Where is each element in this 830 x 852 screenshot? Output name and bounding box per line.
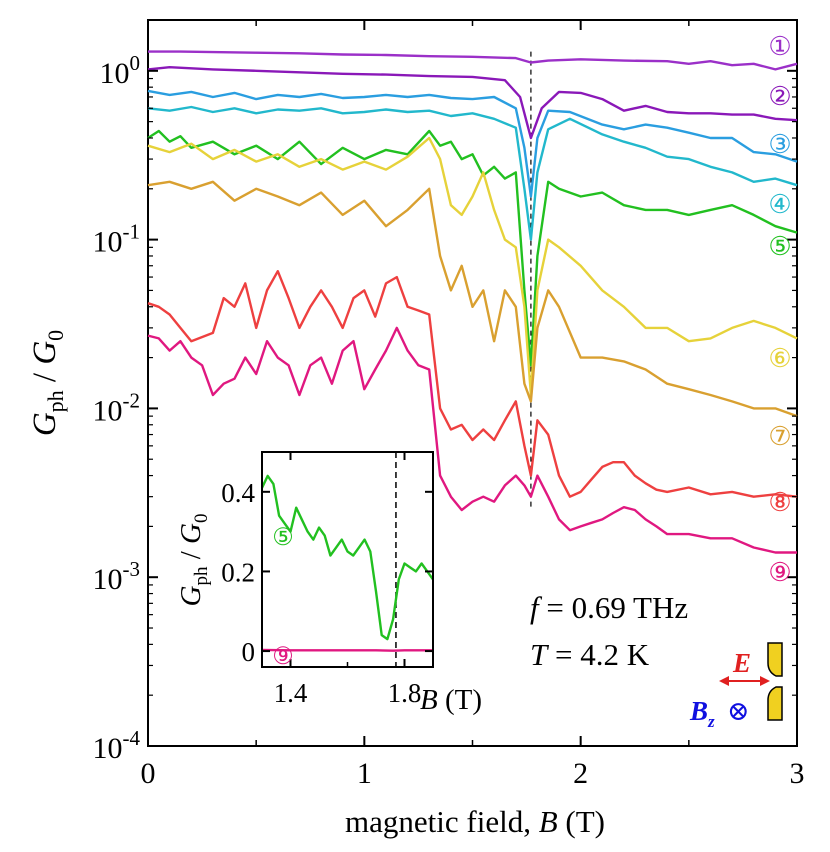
y-axis-title-main-sub: ph [43,390,68,412]
series-line-1 [148,50,798,71]
series-line-9 [147,326,797,554]
series-label-1: ① [768,32,791,61]
x-tick-label: 2 [573,757,588,790]
series-line-7 [147,180,798,418]
inset-y-axis-title-main-sub: ph [191,566,212,586]
series-line-4 [147,105,798,241]
magnetic-field-var: B [689,696,708,726]
inset-y-axis-title-sep: / [175,544,207,567]
y-axis-title-main: G [27,412,63,436]
series-label-9: ⑨ [768,558,791,587]
series-label-8: ⑧ [768,488,791,517]
into-page-symbol-icon: ⊗ [727,696,750,726]
inset-y-tick-label: 0.4 [221,478,255,508]
inset-y-tick-label: 0.2 [221,557,255,587]
x-axis-title: magnetic field, B (T) [345,804,605,839]
series-line-2 [147,65,798,140]
frequency-annotation: f = 0.69 THz [530,590,688,625]
inset-series-label-1: ⑤ [272,525,294,551]
bottom-contact-icon [767,686,783,721]
x-tick-label: 3 [790,757,805,790]
y-axis-title-denom-sub: 0 [43,330,68,341]
main-series-group [147,50,798,554]
inset-x-tick-label: 1.4 [274,678,308,708]
series-label-6: ⑥ [768,344,791,373]
temperature-value: = 4.2 K [547,637,649,672]
series-line-6 [147,136,798,397]
y-tick-label: 10-1 [93,220,141,259]
inset-x-tick-label: 1.8 [388,678,422,708]
electric-field-arrowhead-right [760,676,770,686]
inset-series-line-1 [260,474,434,641]
inset-plot: 1.4 1.800.20.4 ⑤⑨ B (T) Gph / G0 [175,451,482,716]
series-label-4: ④ [768,190,791,219]
series-label-3: ③ [768,130,791,159]
series-label-5: ⑤ [768,232,791,261]
magnetic-field-label: Bz [689,696,715,731]
inset-background [262,452,433,667]
magnetic-field-sub: z [707,712,715,731]
inset-series-label-2: ⑨ [272,644,294,670]
main-ticks-group: 0 1 2 3 10-4 10-3 10-2 10-1 100 [93,19,805,790]
frequency-value: = 0.69 THz [539,590,689,625]
y-tick-label: 100 [100,51,141,90]
inset-x-axis-title: B (T) [420,684,482,716]
main-series-labels: ① ② ③ ④ ⑤ ⑥ ⑦ ⑧ ⑨ [768,32,791,587]
inset-y-axis-title: Gph / G0 [175,514,212,607]
inset-y-axis-title-denom-sub: 0 [191,514,212,524]
temperature-annotation: T = 4.2 K [530,637,650,672]
temperature-var: T [530,637,550,672]
y-tick-label: 10-3 [93,557,141,596]
series-label-2: ② [768,82,791,111]
x-axis-title-var: B [539,804,558,839]
inset-series-labels: ⑤⑨ [272,525,294,670]
x-tick-label: 0 [141,757,156,790]
electric-field-arrowhead-left [719,676,729,686]
inset-y-tick-label: 0 [242,637,256,667]
top-contact-icon [767,642,783,677]
inset-series-group [260,474,434,652]
inset-y-axis-title-denom: G [175,523,207,544]
inset-y-axis-title-main: G [175,585,207,606]
inset-ticks-group: 1.4 1.8 0 0.2 0.4 [221,452,433,708]
x-axis-title-prefix: magnetic field, [345,804,539,839]
y-axis-title: Gph / G0 [27,330,68,436]
series-line-5 [147,129,798,367]
x-axis-title-unit: (T) [558,804,605,839]
electric-field-label: E [732,648,751,678]
series-line-3 [147,89,798,198]
inset-x-axis-title-unit: (T) [438,684,482,716]
y-axis-title-denom: G [27,341,63,365]
inset-x-axis-title-var: B [420,684,438,716]
main-plot: 0 1 2 3 10-4 10-3 10-2 10-1 100 ① ② ③ ④ ⑤ ⑥ ⑦ ⑧ ⑨ [93,19,805,790]
x-tick-label: 1 [357,757,372,790]
y-tick-label: 10-2 [93,388,141,427]
series-label-7: ⑦ [768,422,791,451]
y-axis-title-sep: / [27,365,63,391]
device-schematic: E Bz ⊗ [689,642,783,731]
y-tick-label: 10-4 [93,726,141,765]
inset-series-line-2 [261,648,433,652]
series-line-8 [147,270,798,498]
